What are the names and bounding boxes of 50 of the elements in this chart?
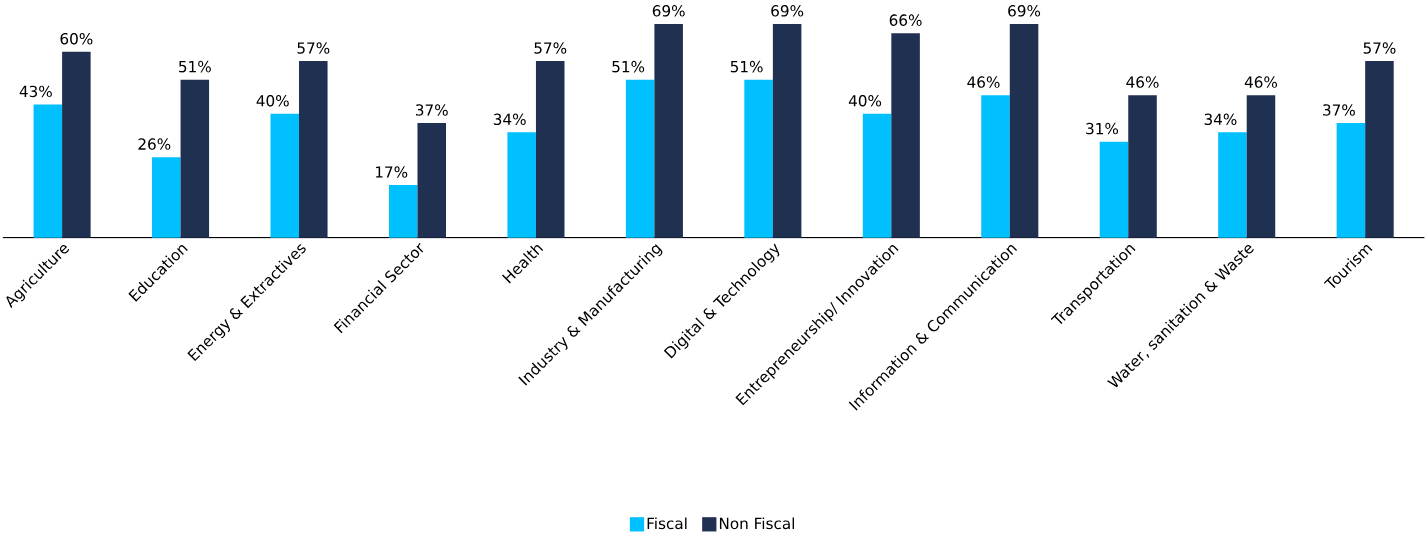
data-label: 60% <box>60 32 93 45</box>
bar <box>1009 23 1039 238</box>
data-label: 69% <box>652 4 685 17</box>
bar <box>744 79 773 238</box>
bar <box>507 132 536 238</box>
data-label: 69% <box>1008 4 1041 17</box>
data-label: 46% <box>1244 76 1278 88</box>
bar <box>625 79 655 238</box>
data-label: 57% <box>297 42 330 54</box>
bar <box>180 79 210 238</box>
bar <box>1365 60 1394 238</box>
data-label: 26% <box>138 138 171 150</box>
bar <box>299 60 328 238</box>
bar <box>270 113 300 238</box>
data-label: 40% <box>256 94 289 107</box>
data-label: 40% <box>848 94 882 107</box>
bar <box>1128 95 1157 238</box>
data-label: 69% <box>771 4 804 17</box>
bar <box>417 122 447 238</box>
data-label: 17% <box>375 166 408 178</box>
bar <box>772 23 802 238</box>
legend-label: Non Fiscal <box>719 517 794 530</box>
data-label: 51% <box>179 60 211 73</box>
bar <box>33 104 63 238</box>
bar <box>152 157 181 238</box>
bar <box>388 184 418 238</box>
data-label: 34% <box>493 113 526 125</box>
data-label: 51% <box>612 60 645 73</box>
bar <box>654 23 683 238</box>
data-label: 31% <box>1086 122 1119 135</box>
bar <box>535 60 565 238</box>
bar <box>1218 132 1247 238</box>
data-label: 43% <box>19 85 52 98</box>
bar <box>891 33 920 238</box>
legend-label: Fiscal <box>647 517 687 530</box>
bar <box>1099 141 1129 238</box>
bar <box>981 95 1010 238</box>
bar <box>862 113 892 238</box>
bar <box>62 51 91 238</box>
data-label: 57% <box>1363 42 1396 54</box>
data-label: 51% <box>730 60 763 73</box>
bar <box>1246 95 1276 238</box>
bar <box>1336 122 1366 238</box>
data-label: 46% <box>1126 76 1159 88</box>
data-label: 34% <box>1204 113 1237 125</box>
data-label: 46% <box>967 76 1000 88</box>
data-label: 37% <box>415 104 448 116</box>
data-label: 37% <box>1323 104 1355 116</box>
data-label: 57% <box>534 42 567 54</box>
data-label: 66% <box>889 14 922 26</box>
